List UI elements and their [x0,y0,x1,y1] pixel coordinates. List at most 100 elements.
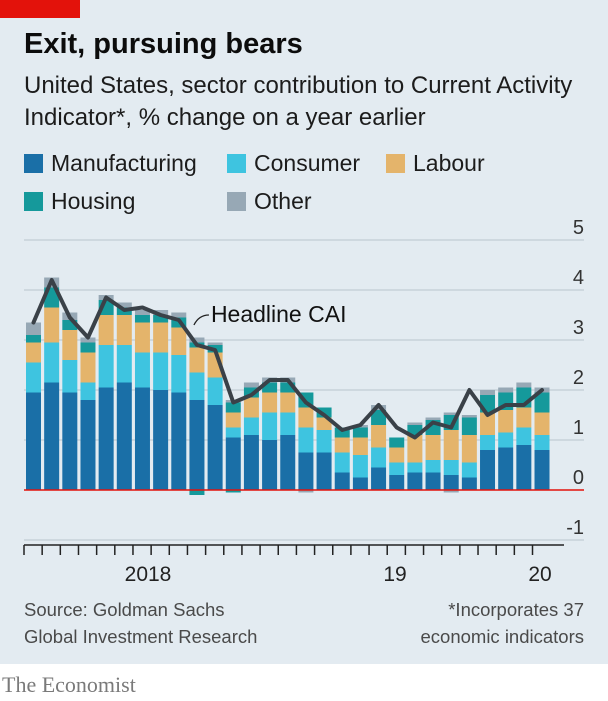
bar-segment-other [116,302,132,308]
bar-segment-manufacturing [280,435,296,490]
bar-segment-consumer [407,462,423,473]
bar-segment-consumer [298,427,314,453]
bar-segment-other [134,310,150,315]
bar-segment-negative [443,490,459,493]
chart-title: Exit, pursuing bears [24,28,303,60]
bar-segment-manufacturing [534,450,550,490]
legend-swatch-labour [386,154,405,173]
bar-segment-consumer [534,435,550,450]
bar-segment-manufacturing [262,440,278,490]
bar-segment-consumer [280,412,296,435]
legend-label: Other [254,188,312,214]
bar-segment-housing [280,382,296,393]
legend-item-housing: Housing [24,188,135,215]
y-tick-label: 5 [573,217,584,239]
y-tick-label: 4 [573,267,584,289]
bar-segment-labour [80,352,96,383]
bar-segment-consumer [80,382,96,400]
bar-segment-consumer [425,460,441,473]
legend-item-other: Other [227,188,312,215]
bar-segment-manufacturing [389,475,405,490]
bar-segment-labour [371,425,387,448]
bar-segment-housing [371,410,387,425]
legend-label: Consumer [254,150,361,176]
bar-segment-other [153,310,169,315]
bar-segment-housing [534,392,550,413]
bar-segment-consumer [389,462,405,475]
bar-segment-labour [26,342,41,363]
chart-panel: Exit, pursuing bears United States, sect… [0,0,608,664]
publisher-logo: The Economist [2,672,136,697]
chart-subtitle: United States, sector contribution to Cu… [24,72,573,131]
bar-segment-manufacturing [352,477,368,490]
bar-segment-consumer [207,377,223,405]
bar-segment-housing [262,382,278,393]
bar-segment-other [443,412,459,415]
legend-item-consumer: Consumer [227,150,360,177]
bar-segment-consumer [334,452,350,473]
bar-segment-housing [80,342,96,353]
legend-swatch-other [227,192,246,211]
bar-segment-labour [44,307,60,343]
bar-segment-consumer [461,462,477,478]
x-tick-label: 2018 [125,563,172,586]
legend-item-manufacturing: Manufacturing [24,150,197,177]
bar-segment-other [407,422,423,425]
bar-segment-manufacturing [298,452,314,490]
bar-segment-manufacturing [225,437,241,490]
bar-segment-housing [461,417,477,435]
bar-segment-housing [62,320,78,330]
bar-segment-manufacturing [98,387,114,490]
bar-segment-other [516,382,532,388]
bar-segment-housing [153,315,169,323]
x-tick-label: 20 [528,563,551,586]
bar-segment-labour [262,392,278,413]
bar-segment-housing [352,427,368,438]
bar-segment-consumer [480,435,496,450]
bar-segment-housing [134,315,150,323]
bar-segment-labour [480,412,496,435]
bar-segment-manufacturing [207,405,223,490]
bar-segment-consumer [26,362,41,393]
bar-segment-labour [334,437,350,453]
bar-segment-consumer [516,427,532,445]
legend-swatch-consumer [227,154,246,173]
bar-segment-labour [98,315,114,345]
bar-segment-manufacturing [243,435,259,490]
bar-segment-other [425,417,441,420]
headline-cai-line [31,278,544,440]
bar-segment-consumer [171,355,187,393]
footnote-line-1: *Incorporates 37 [448,599,584,620]
bar-segment-labour [116,315,132,345]
bar-segment-labour [189,347,205,373]
bar-segment-labour [534,412,550,435]
bar-segment-other [480,390,496,395]
bar-segment-labour [243,397,259,418]
source-line-1: Source: Goldman Sachs [24,599,225,620]
bar-segment-consumer [443,460,459,475]
y-tick-label: 1 [573,417,584,439]
bar-segment-labour [443,430,459,460]
bar-segment-other [26,322,41,335]
bar-segment-consumer [225,427,241,438]
y-tick-label: 2 [573,367,584,389]
bar-segment-consumer [153,352,169,390]
bar-segment-consumer [498,432,514,448]
legend-item-labour: Labour [386,150,485,177]
bar-segment-housing [225,402,241,413]
legend-label: Housing [51,188,136,214]
bar-segment-labour [461,435,477,463]
legend-label: Labour [413,150,485,176]
bar-segment-other [498,387,514,393]
bar-segment-consumer [134,352,150,388]
bar-segment-manufacturing [80,400,96,490]
bar-segment-labour [389,447,405,463]
bar-segment-manufacturing [425,472,441,490]
annotation-label: Headline CAI [211,301,347,327]
bar-segment-consumer [352,455,368,478]
bar-segment-housing [316,407,332,418]
bar-segment-other [243,382,259,388]
bar-segment-other [171,312,187,318]
bar-segment-negative [298,490,314,493]
legend-swatch-housing [24,192,43,211]
